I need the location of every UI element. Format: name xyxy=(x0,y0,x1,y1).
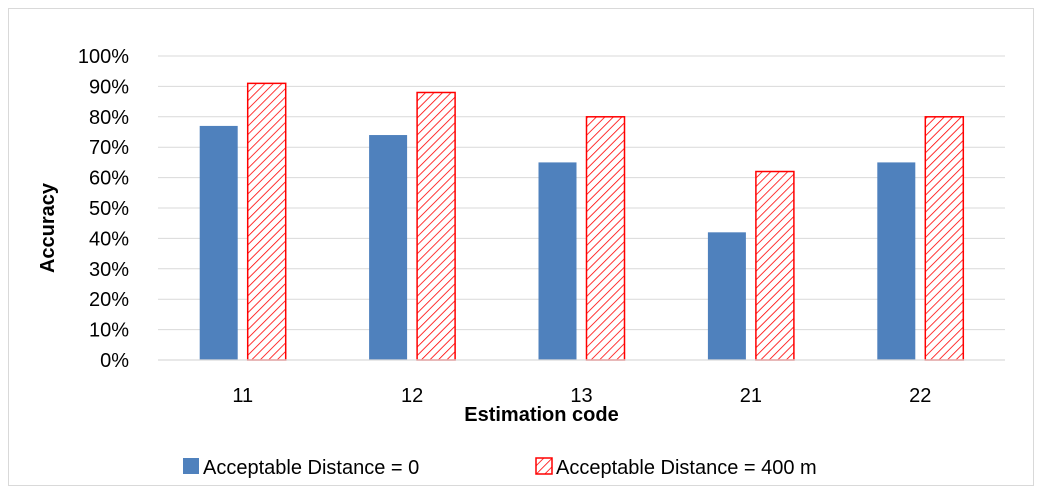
x-axis-title: Estimation code xyxy=(464,404,618,426)
bar-series-0 xyxy=(877,162,916,360)
x-tick-label: 12 xyxy=(401,385,423,407)
legend-label-series-1: Acceptable Distance = 400 m xyxy=(556,457,817,479)
x-tick-label: 21 xyxy=(740,385,762,407)
y-tick-label: 0% xyxy=(100,350,129,372)
y-tick-label: 10% xyxy=(89,320,129,342)
bar-series-0 xyxy=(199,125,238,360)
bars xyxy=(199,82,965,361)
x-tick-label: 13 xyxy=(570,385,592,407)
bar-series-0 xyxy=(707,232,746,360)
x-tick-label: 11 xyxy=(232,385,253,407)
bar-series-1 xyxy=(246,82,287,361)
y-tick-label: 80% xyxy=(89,107,129,129)
y-tick-label: 90% xyxy=(89,76,129,98)
chart-area xyxy=(8,8,1034,486)
bar-series-1 xyxy=(585,116,626,361)
y-tick-label: 30% xyxy=(89,259,129,281)
legend-swatch-series-1 xyxy=(535,457,553,475)
bar-series-0 xyxy=(538,162,577,360)
y-tick-label: 20% xyxy=(89,289,129,311)
bar-series-1 xyxy=(755,170,795,361)
y-tick-label: 100% xyxy=(78,46,129,68)
y-tick-label: 60% xyxy=(89,168,129,190)
bar-series-0 xyxy=(369,135,408,360)
legend-label-series-0: Acceptable Distance = 0 xyxy=(203,457,419,479)
y-tick-label: 40% xyxy=(89,228,129,250)
x-tick-label: 22 xyxy=(909,385,931,407)
bar-series-1 xyxy=(416,91,456,361)
legend: Acceptable Distance = 0 Acceptable Dista… xyxy=(183,457,817,479)
x-axis-ticks: 11 12 13 21 22 xyxy=(232,385,931,407)
bar-series-1 xyxy=(924,116,965,361)
y-axis-ticks: 0% 10% 20% 30% 40% 50% 60% 70% 80% 90% 100% xyxy=(78,46,129,372)
y-tick-label: 70% xyxy=(89,137,129,159)
y-tick-label: 50% xyxy=(89,198,129,220)
gridlines xyxy=(158,55,1005,331)
y-axis-title: Accuracy xyxy=(37,182,59,273)
legend-swatch-series-0 xyxy=(183,458,199,474)
